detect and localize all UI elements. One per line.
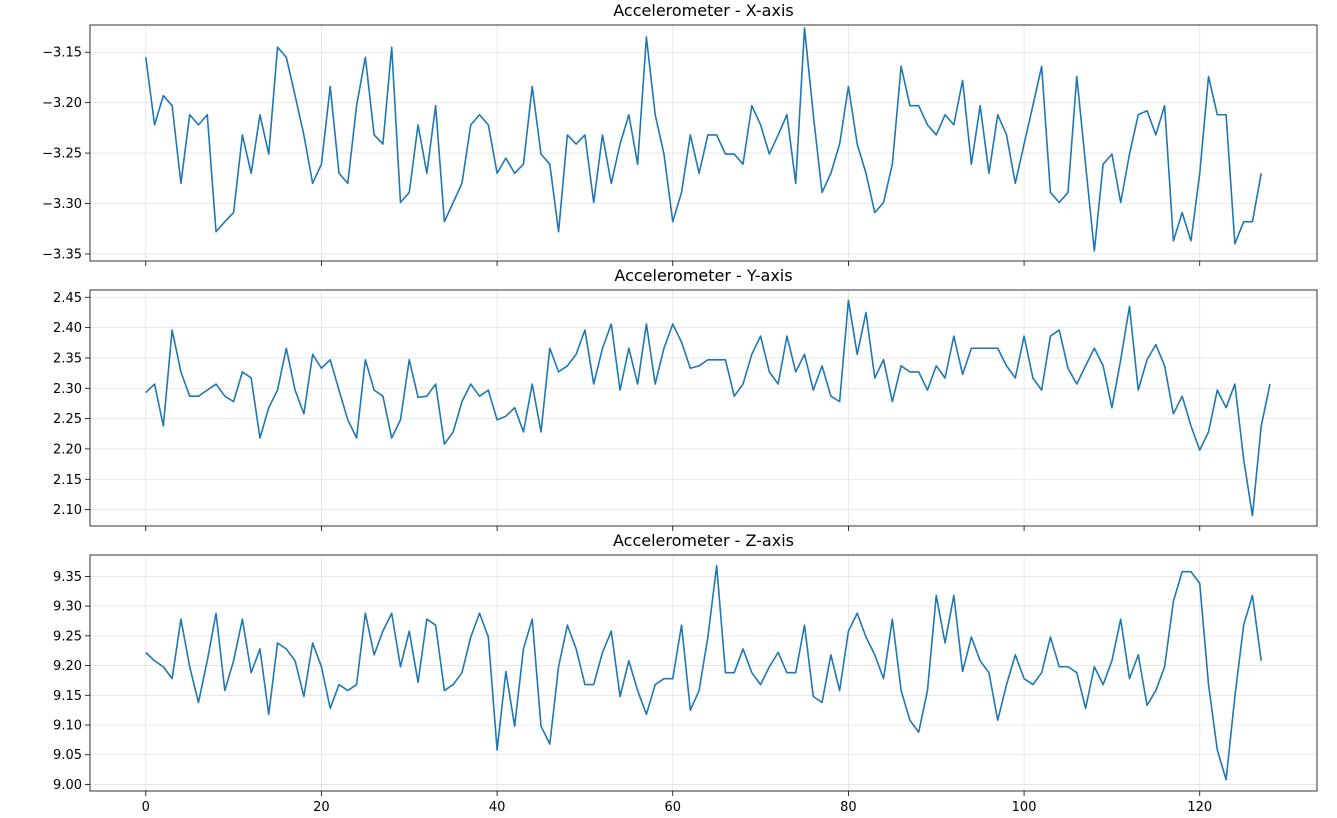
y-tick-label: 2.15 [53, 473, 82, 488]
y-tick-label: −3.30 [42, 197, 82, 212]
x-tick-label: 0 [142, 800, 150, 815]
data-line-x-axis [144, 27, 1263, 252]
subplot-y-axis: Accelerometer - Y-axis 2.10 2.15 2.20 2.25 2… [53, 266, 1318, 531]
x-tick-label: 20 [313, 800, 330, 815]
x-tick-label: 60 [664, 800, 681, 815]
y-tick-label: 9.00 [53, 778, 82, 793]
data-line-z-axis [145, 564, 1263, 781]
x-tick-label: 100 [1012, 800, 1037, 815]
x-tick-label: 80 [840, 800, 857, 815]
y-tick-label: −3.15 [42, 46, 82, 61]
axes-frame-x-axis [89, 24, 1318, 262]
y-tick-label: 9.25 [53, 629, 82, 644]
y-tick-label: 9.35 [53, 570, 82, 585]
subplot-title-y-axis: Accelerometer - Y-axis [614, 266, 792, 285]
subplot-title-z-axis: Accelerometer - Z-axis [613, 531, 794, 550]
axes-frame-z-axis [89, 554, 1318, 792]
y-tick-label: 2.20 [53, 442, 82, 457]
y-tick-label: 2.25 [53, 412, 82, 427]
y-tick-label: 2.30 [53, 382, 82, 397]
y-tick-label: 9.05 [53, 748, 82, 763]
subplot-x-axis: Accelerometer - X-axis −3.35 −3.30 −3.25 −3… [42, 1, 1318, 266]
y-tick-label: 9.20 [53, 659, 82, 674]
y-tick-label: 9.30 [53, 600, 82, 615]
y-tick-label: 9.10 [53, 719, 82, 734]
y-tick-label: −3.25 [42, 147, 82, 162]
y-tick-label: −3.35 [42, 247, 82, 262]
y-tick-label: 2.10 [53, 503, 82, 518]
data-line-y-axis [145, 299, 1271, 517]
x-tick-label: 40 [489, 800, 506, 815]
y-tick-label: −3.20 [42, 96, 82, 111]
subplot-title-x-axis: Accelerometer - X-axis [613, 1, 793, 20]
y-tick-label: 2.40 [53, 321, 82, 336]
y-tick-label: 2.45 [53, 291, 82, 306]
subplot-z-axis: Accelerometer - Z-axis 9.00 9.05 9.10 9.15 9… [53, 531, 1318, 815]
gridlines-x-axis [90, 25, 1317, 261]
gridlines-y-axis [90, 290, 1317, 526]
y-tick-label: 9.15 [53, 689, 82, 704]
axes-frame-y-axis [89, 289, 1318, 527]
x-tick-label: 120 [1187, 800, 1212, 815]
y-tick-label: 2.35 [53, 351, 82, 366]
